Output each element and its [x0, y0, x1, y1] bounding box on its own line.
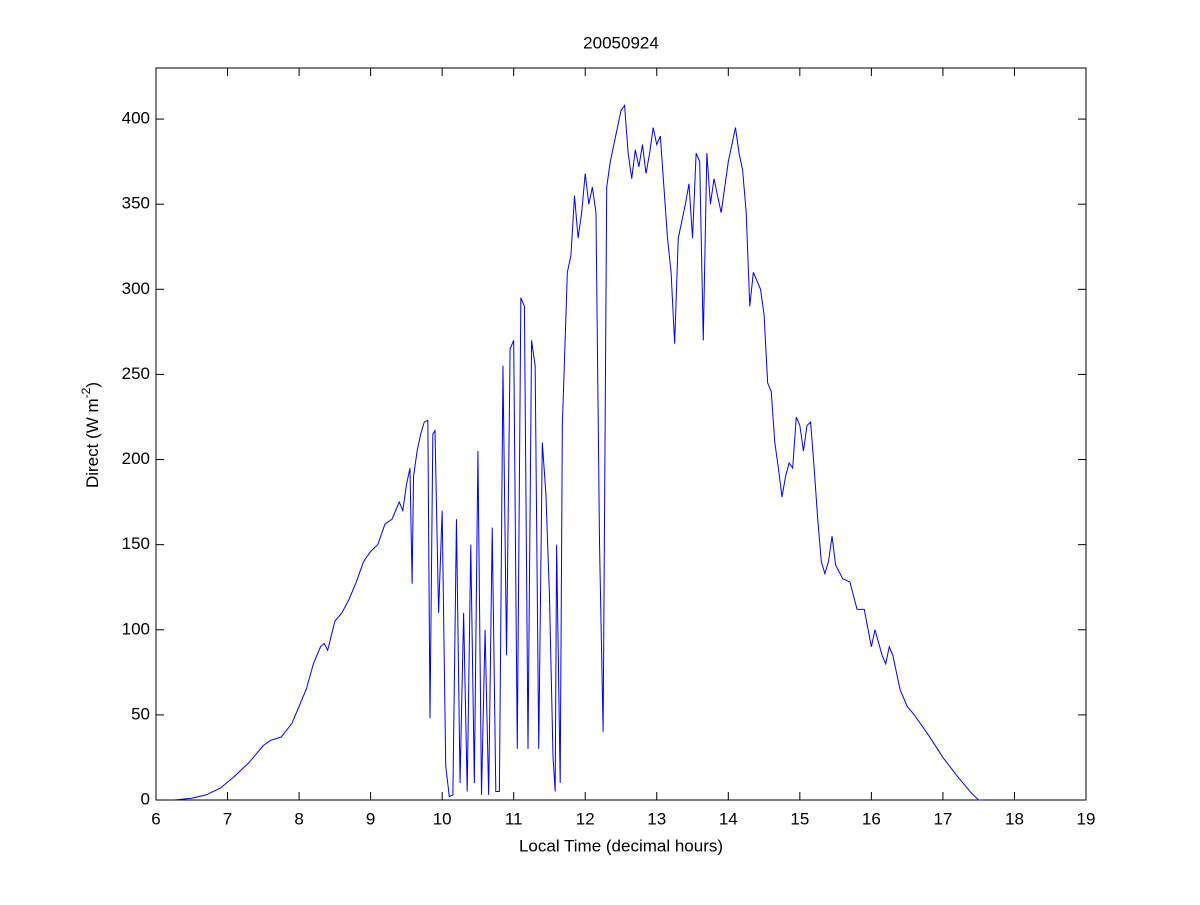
x-tick-label: 17: [933, 809, 952, 828]
y-tick-label: 200: [122, 449, 150, 468]
chart-title: 20050924: [583, 33, 659, 52]
x-tick-label: 6: [151, 809, 160, 828]
x-tick-label: 11: [505, 809, 523, 828]
x-tick-label: 18: [1005, 809, 1024, 828]
y-tick-label: 0: [141, 789, 150, 808]
x-tick-label: 7: [223, 809, 232, 828]
x-tick-label: 9: [366, 809, 375, 828]
y-tick-label: 350: [122, 194, 150, 213]
y-tick-label: 250: [122, 364, 150, 383]
y-tick-label: 150: [122, 534, 150, 553]
x-axis-label: Local Time (decimal hours): [519, 836, 723, 855]
x-tick-label: 13: [647, 809, 666, 828]
x-tick-label: 14: [719, 809, 738, 828]
y-tick-label: 100: [122, 619, 150, 638]
y-tick-label: 300: [122, 279, 150, 298]
y-tick-label: 50: [131, 704, 150, 723]
plot-box: [155, 67, 1087, 801]
y-tick-label: 400: [122, 109, 150, 128]
x-tick-label: 15: [790, 809, 809, 828]
x-tick-label: 12: [576, 809, 595, 828]
x-tick-label: 19: [1077, 809, 1096, 828]
x-tick-label: 8: [294, 809, 303, 828]
y-axis-label-main: Direct (W m: [83, 398, 102, 488]
x-tick-label: 16: [862, 809, 881, 828]
x-tick-label: 10: [433, 809, 452, 828]
y-axis-label-end: ): [83, 382, 102, 388]
y-axis-label-exponent: -2: [79, 387, 93, 398]
data-line: [173, 104, 983, 801]
y-axis-label: Direct (W m-2): [79, 382, 102, 488]
